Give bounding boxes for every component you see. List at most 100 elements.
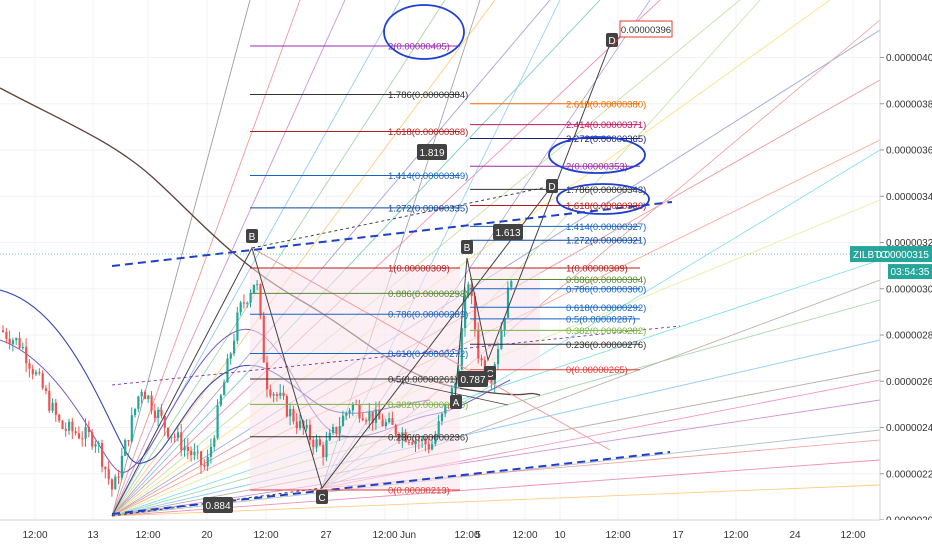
highlight-ellipse [383, 4, 465, 60]
x-tick-label: 17 [672, 530, 684, 541]
candle-body [242, 302, 246, 304]
candle-body [193, 451, 196, 456]
candle-body [233, 340, 236, 354]
candle-body [318, 439, 321, 446]
candle-body [97, 443, 100, 445]
fib-label: 1.786(0.00000343) [566, 185, 646, 196]
fan-line [111, 299, 881, 517]
x-tick-label: 20 [201, 530, 213, 541]
ratio-label: 0.787 [460, 375, 485, 386]
candle-body [31, 368, 34, 375]
candle-body [71, 421, 74, 432]
highlight-ellipse [548, 136, 646, 174]
ratio-box [203, 497, 233, 513]
candle-body [101, 443, 104, 467]
candle-body [180, 432, 183, 451]
fib-label: 0.236(0.00000276) [566, 340, 646, 351]
candle-body [137, 396, 140, 409]
candle-body [407, 441, 411, 443]
fan-line [111, 0, 831, 517]
candle-body [28, 363, 31, 369]
candle-body [299, 420, 302, 429]
candle-body [305, 424, 308, 429]
x-tick-label: 12:00 [253, 530, 278, 541]
candle-body [114, 476, 117, 490]
candle-body [249, 293, 252, 303]
candle-body [266, 362, 269, 390]
candle-body [279, 392, 282, 396]
candle-body [345, 412, 348, 416]
fib-label: 2.618(0.00000380) [566, 99, 646, 110]
candle-body [21, 346, 24, 349]
candle-body [209, 446, 213, 457]
candle-body [170, 436, 173, 438]
candle-body [143, 391, 147, 400]
candle-body [81, 438, 84, 440]
candle-body [444, 404, 447, 414]
candle-body [473, 296, 477, 330]
x-tick-label: 12:00 [512, 530, 537, 541]
candle-body [338, 426, 341, 434]
time-axis-bg [0, 520, 932, 550]
candle-body [440, 413, 444, 422]
candle-body [312, 439, 315, 448]
pattern-line [111, 185, 553, 517]
candle-body [110, 479, 114, 490]
fib-label: 1(0.00000309) [566, 263, 628, 274]
candle-body [38, 372, 41, 374]
candle-body [437, 421, 440, 435]
fan-line [111, 0, 346, 517]
symbol-label: ZILBTC [853, 250, 887, 261]
fib-label: 0.886(0.00000304) [566, 275, 646, 286]
candle-body [497, 349, 500, 365]
fib-label: 1(0.00000309) [388, 263, 450, 274]
candle-body [322, 445, 325, 458]
y-tick-label: 0.00000220 [886, 469, 932, 480]
candle-body [91, 432, 94, 447]
fib-label: 0.5(0.00000287) [566, 314, 636, 325]
x-tick-label: 12:00 [723, 530, 748, 541]
candle-body [61, 420, 64, 429]
candle-body [384, 422, 387, 427]
candle-body [427, 444, 430, 450]
point-label-D: D [548, 182, 555, 193]
candles [2, 278, 513, 497]
x-tick-label: 12:00 [840, 530, 865, 541]
candle-body [332, 426, 335, 433]
candle-body [351, 404, 354, 411]
fib-label: 2(0.00000405) [388, 41, 450, 52]
candle-body [292, 408, 295, 422]
point-label-D: D [608, 36, 615, 47]
candle-body [18, 338, 21, 349]
candle-body [411, 442, 414, 445]
candle-body [5, 331, 8, 339]
fib-label: 0.618(0.00000272) [388, 349, 468, 360]
ratio-label: 1.819 [419, 148, 444, 159]
candle-body [167, 427, 170, 438]
candle-body [48, 391, 51, 411]
x-tick-label: 5 [475, 530, 481, 541]
candle-body [388, 418, 391, 423]
candle-body [160, 409, 163, 416]
candle-body [325, 440, 328, 458]
candle-body [500, 329, 503, 350]
candle-body [153, 410, 156, 418]
fib-labels: 2(0.00000405) 1.786(0.00000384) 1.618(0.00… [250, 41, 646, 496]
candle-body [120, 455, 123, 478]
candle-body [176, 432, 180, 438]
candle-body [77, 433, 81, 439]
candle-body [200, 451, 203, 466]
candle-body [434, 434, 437, 445]
trendline-mid [111, 325, 681, 386]
point-label-C: C [318, 493, 325, 504]
candle-body [130, 415, 133, 442]
x-tick-label: 13 [87, 530, 99, 541]
candle-body [335, 426, 338, 434]
candle-body [117, 476, 120, 478]
